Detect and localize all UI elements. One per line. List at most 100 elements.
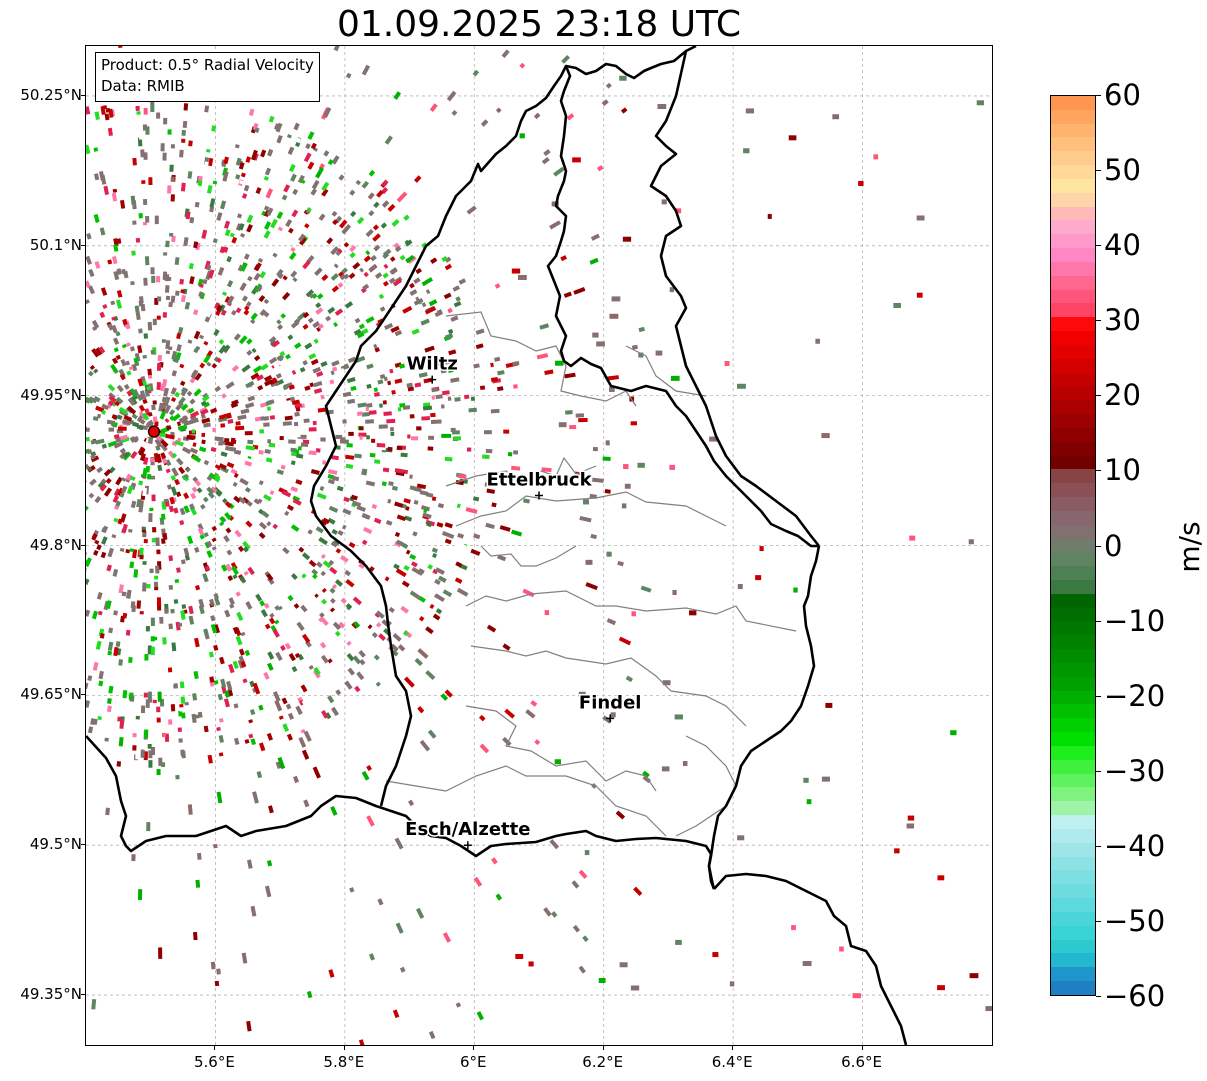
echo-pixel xyxy=(285,219,293,228)
echo-pixel xyxy=(145,422,152,428)
echo-pixel xyxy=(485,522,495,530)
echo-pixel xyxy=(235,425,245,431)
echo-pixel xyxy=(127,397,136,406)
echo-pixel xyxy=(191,713,197,724)
echo-pixel xyxy=(403,565,410,571)
echo-pixel xyxy=(237,414,247,421)
echo-pixel xyxy=(315,302,322,309)
colorbar-step xyxy=(1051,96,1095,110)
echo-pixel xyxy=(624,483,631,489)
data-source-label: Data: RMIB xyxy=(101,77,185,95)
echo-pixel xyxy=(349,244,357,253)
echo-pixel xyxy=(623,464,629,470)
echo-pixel xyxy=(93,213,100,223)
echo-pixel xyxy=(397,644,406,652)
echo-pixel xyxy=(106,290,113,297)
echo-pixel xyxy=(120,513,127,523)
echo-pixel xyxy=(447,396,452,401)
echo-pixel xyxy=(298,546,305,553)
echo-pixel xyxy=(473,876,483,887)
echo-pixel xyxy=(937,985,945,991)
echo-pixel xyxy=(148,177,153,186)
echo-pixel xyxy=(101,536,108,545)
echo-pixel xyxy=(138,480,144,486)
echo-pixel xyxy=(201,432,206,437)
echo-pixel xyxy=(121,485,128,494)
echo-pixel xyxy=(208,464,218,473)
echo-pixel xyxy=(125,629,131,636)
echo-pixel xyxy=(280,380,290,388)
echo-pixel xyxy=(343,496,350,503)
colorbar-step xyxy=(1051,151,1095,166)
echo-pixel xyxy=(271,377,277,383)
echo-pixel xyxy=(162,533,168,540)
echo-pixel xyxy=(394,245,402,253)
echo-pixel xyxy=(379,306,386,312)
echo-pixel xyxy=(334,630,341,637)
echo-pixel xyxy=(320,394,325,400)
echo-pixel xyxy=(165,508,172,519)
echo-pixel xyxy=(239,575,247,584)
echo-pixel xyxy=(578,869,588,879)
echo-pixel xyxy=(157,500,162,505)
echo-pixel xyxy=(621,503,627,509)
echo-pixel xyxy=(265,400,273,406)
echo-pixel xyxy=(277,605,283,611)
echo-pixel xyxy=(119,719,125,729)
echo-pixel xyxy=(620,107,628,114)
echo-pixel xyxy=(332,475,340,482)
echo-pixel xyxy=(607,375,620,381)
echo-pixel xyxy=(280,172,287,179)
echo-pixel xyxy=(239,477,249,486)
echo-pixel xyxy=(471,828,479,836)
echo-pixel xyxy=(564,372,576,379)
echo-pixel xyxy=(375,622,382,628)
echo-pixel xyxy=(424,306,437,315)
echo-pixel xyxy=(199,534,205,540)
echo-pixel xyxy=(290,460,296,466)
echo-pixel xyxy=(161,339,167,343)
colorbar-step xyxy=(1051,165,1095,179)
echo-pixel xyxy=(256,374,264,382)
echo-pixel xyxy=(244,402,255,409)
echo-pixel xyxy=(320,553,326,559)
echo-pixel xyxy=(356,411,363,416)
echo-pixel xyxy=(255,187,262,195)
echo-pixel xyxy=(203,459,210,466)
echo-pixel xyxy=(549,220,561,230)
echo-pixel xyxy=(258,704,264,711)
echo-pixel xyxy=(330,806,338,816)
echo-pixel xyxy=(365,480,376,487)
echo-pixel xyxy=(381,179,389,188)
colorbar-step xyxy=(1051,662,1095,677)
echo-pixel xyxy=(285,353,291,360)
echo-pixel xyxy=(261,511,270,519)
echo-pixel xyxy=(203,628,209,636)
colorbar-step xyxy=(1051,192,1095,207)
echo-pixel xyxy=(121,523,128,533)
echo-pixel xyxy=(226,680,233,691)
echo-pixel xyxy=(175,491,182,498)
echo-pixel xyxy=(300,442,309,447)
colorbar-step xyxy=(1051,759,1095,774)
echo-pixel xyxy=(177,396,186,406)
echo-pixel xyxy=(138,130,144,140)
echo-pixel xyxy=(152,416,158,423)
echo-pixel xyxy=(312,766,321,779)
echo-pixel xyxy=(767,213,772,219)
echo-pixel xyxy=(206,475,213,482)
echo-pixel xyxy=(183,505,190,514)
echo-pixel xyxy=(206,361,212,367)
echo-pixel xyxy=(138,447,146,457)
echo-pixel xyxy=(89,478,97,486)
echo-pixel xyxy=(394,837,404,850)
echo-pixel xyxy=(479,743,490,754)
echo-pixel xyxy=(280,313,286,319)
echo-pixel xyxy=(141,412,150,421)
echo-pixel xyxy=(551,911,558,918)
echo-pixel xyxy=(333,263,339,269)
echo-pixel xyxy=(170,144,176,149)
echo-pixel xyxy=(320,570,326,577)
echo-pixel xyxy=(250,561,256,567)
echo-pixel xyxy=(86,700,91,708)
